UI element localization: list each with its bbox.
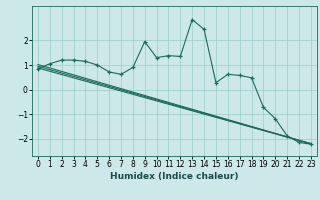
X-axis label: Humidex (Indice chaleur): Humidex (Indice chaleur) [110,172,239,181]
